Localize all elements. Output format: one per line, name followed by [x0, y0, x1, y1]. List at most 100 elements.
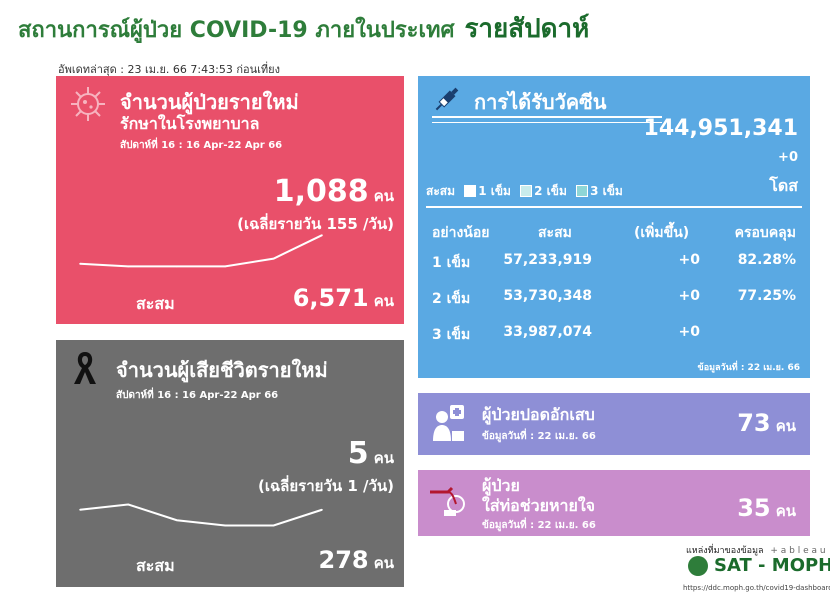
dose-coverage: 82.28% [737, 252, 796, 268]
deaths-title: จำนวนผู้เสียชีวิตรายใหม่ [116, 358, 328, 382]
table-row: 3 เข็ม 33,987,074 +0 [418, 324, 810, 348]
legend-swatch-2 [520, 185, 533, 197]
ventilator-icon [430, 486, 465, 516]
trend-point [79, 263, 81, 265]
pneumonia-value-row: 73 คน [737, 409, 796, 438]
legend-item-2: 2 เข็ม [534, 184, 567, 198]
patient-icon [433, 405, 464, 441]
trend-point [272, 524, 275, 527]
deaths-cumulative-label: สะสม [136, 556, 175, 575]
dose-label: 3 เข็ม [432, 327, 471, 343]
dose-cumulative: 53,730,348 [503, 288, 592, 304]
legend-item-3: 3 เข็ม [590, 184, 623, 198]
pneumonia-value: 73 [737, 409, 771, 437]
ventilator-title-line2: ใส่ท่อช่วยหายใจ [482, 496, 596, 515]
header-cumulative: สะสม [538, 225, 572, 241]
pneumonia-panel: ผู้ป่วยปอดอักเสบ ข้อมูลวันที่ : 22 เม.ย.… [418, 393, 810, 455]
trend-point [127, 503, 130, 506]
new-cases-cumulative-unit: คน [373, 292, 394, 310]
new-cases-cumulative-row: 6,571 คน [293, 284, 394, 313]
trend-point [176, 519, 178, 522]
deaths-cumulative-row: 278 คน [319, 546, 395, 575]
ventilator-value-row: 35 คน [737, 494, 796, 523]
deaths-cumulative-value: 278 [318, 546, 369, 574]
trend-point [176, 265, 178, 268]
new-cases-cumulative-label: สะสม [136, 294, 175, 313]
pneumonia-data-date: ข้อมูลวันที่ : 22 เม.ย. 66 [482, 431, 596, 442]
pneumonia-title: ผู้ป่วยปอดอักเสบ [482, 405, 595, 424]
virus-icon [71, 87, 105, 121]
ventilator-panel: ผู้ป่วย ใส่ท่อช่วยหายใจ ข้อมูลวันที่ : 2… [418, 470, 810, 536]
trend-point [272, 257, 275, 260]
new-cases-cumulative-value: 6,571 [292, 284, 369, 312]
trend-point [321, 508, 323, 511]
trend-line [79, 503, 323, 527]
new-cases-panel: จำนวนผู้ป่วยรายใหม่ รักษาในโรงพยาบาล สัป… [56, 76, 404, 324]
black-ribbon-icon [74, 352, 96, 384]
new-cases-title: จำนวนผู้ป่วยรายใหม่ [120, 90, 299, 114]
vaccine-divider [426, 206, 802, 208]
deaths-trend-chart [79, 503, 323, 527]
data-source-label: แหล่งที่มาของข้อมูล [686, 546, 764, 556]
legend-swatch-3 [576, 185, 589, 197]
dose-cumulative: 33,987,074 [503, 324, 592, 340]
syringe-icon [435, 87, 459, 111]
vaccine-title: การได้รับวัคซีน [474, 90, 607, 114]
header-coverage: ครอบคลุม [734, 225, 796, 241]
trend-point [127, 265, 130, 268]
table-row: 2 เข็ม 53,730,348 +0 77.25% [418, 288, 810, 312]
dose-cumulative: 57,233,919 [503, 252, 592, 268]
title-text: สถานการณ์ผู้ป่วย COVID-19 ภายในประเทศ [18, 18, 455, 43]
trend-point [79, 508, 81, 511]
deaths-value: 5 [347, 436, 369, 471]
vaccine-title-rule-2 [432, 122, 662, 123]
dose-label: 1 เข็ม [432, 255, 471, 271]
vaccine-panel: การได้รับวัคซีน 144,951,341 +0 โดส สะสม … [418, 76, 810, 378]
dose-increase: +0 [678, 288, 700, 304]
vaccine-legend: สะสม 1 เข็ม 2 เข็ม 3 เข็ม [426, 182, 623, 201]
new-cases-week: สัปดาห์ที่ 16 : 16 Apr-22 Apr 66 [120, 140, 283, 151]
new-cases-subtitle: รักษาในโรงพยาบาล [120, 114, 260, 133]
trend-point [224, 265, 226, 268]
header-increase: (เพิ่มขึ้น) [634, 225, 690, 241]
vaccine-data-date: ข้อมูลวันที่ : 22 เม.ย. 66 [697, 363, 800, 373]
new-cases-trend-chart [79, 234, 323, 268]
deaths-panel: จำนวนผู้เสียชีวิตรายใหม่ สัปดาห์ที่ 16 :… [56, 340, 404, 587]
moph-logo-icon [688, 556, 708, 576]
data-source: แหล่งที่มาของข้อมูล + a b l e a u [686, 543, 826, 557]
new-cases-value: 1,088 [273, 174, 369, 209]
dose-increase: +0 [678, 252, 700, 268]
deaths-cumulative-unit: คน [373, 554, 394, 572]
deaths-daily-avg: (เฉลี่ยรายวัน 1 /วัน) [257, 477, 394, 495]
ventilator-data-date: ข้อมูลวันที่ : 22 เม.ย. 66 [482, 520, 596, 531]
new-cases-daily-avg: (เฉลี่ยรายวัน 155 /วัน) [237, 215, 394, 233]
ventilator-title-line1: ผู้ป่วย [482, 476, 520, 495]
legend-label: สะสม [426, 184, 456, 198]
pneumonia-unit: คน [775, 417, 796, 435]
vaccine-total: 144,951,341 [643, 116, 798, 141]
dose-coverage: 77.25% [737, 288, 796, 304]
trend-point [321, 234, 323, 236]
source-url[interactable]: https://ddc.moph.go.th/covid19-dashboard [683, 584, 830, 592]
tableau-logo: + a b l e a u [770, 546, 826, 556]
vaccine-title-rule [432, 116, 662, 118]
weekly-label: รายสัปดาห์ [464, 14, 590, 44]
vaccine-table-header: อย่างน้อย สะสม (เพิ่มขึ้น) ครอบคลุม [418, 222, 810, 246]
trend-point [224, 524, 226, 527]
ventilator-value: 35 [737, 494, 771, 522]
ventilator-unit: คน [775, 502, 796, 520]
org-name: SAT - MOPH [714, 555, 830, 576]
table-row: 1 เข็ม 57,233,919 +0 82.28% [418, 252, 810, 276]
header-at-least: อย่างน้อย [432, 225, 490, 241]
legend-item-1: 1 เข็ม [478, 184, 511, 198]
deaths-week: สัปดาห์ที่ 16 : 16 Apr-22 Apr 66 [116, 390, 279, 401]
dose-label: 2 เข็ม [432, 291, 471, 307]
last-updated: อัพเดทล่าสุด : 23 เม.ย. 66 7:43:53 ก่อนเ… [58, 63, 280, 76]
vaccine-unit: โดส [769, 176, 798, 195]
new-cases-unit: คน [373, 187, 394, 205]
trend-line [79, 234, 323, 268]
vaccine-change: +0 [778, 150, 798, 165]
deaths-value-row: 5 คน [348, 436, 394, 471]
page-title: สถานการณ์ผู้ป่วย COVID-19 ภายในประเทศ ราย… [18, 8, 589, 49]
new-cases-value-row: 1,088 คน [274, 174, 394, 209]
